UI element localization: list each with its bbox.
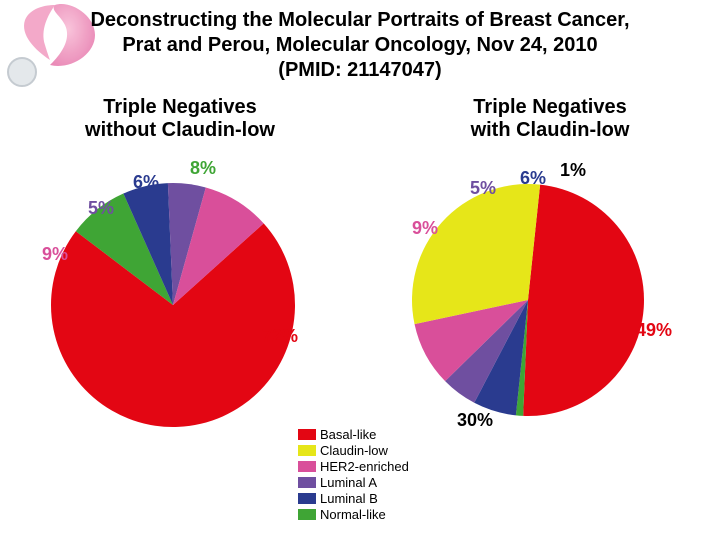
legend-label: HER2-enriched: [320, 459, 409, 474]
legend-item: Claudin-low: [298, 443, 409, 458]
pie-slice: [523, 185, 644, 416]
slice-label: 9%: [412, 218, 438, 239]
slice-label: 72%: [262, 326, 298, 347]
legend-label: Normal-like: [320, 507, 386, 522]
legend-item: HER2-enriched: [298, 459, 409, 474]
legend-swatch: [298, 429, 316, 440]
slice-label: 49%: [636, 320, 672, 341]
legend-item: Basal-like: [298, 427, 409, 442]
slice-label: 5%: [470, 178, 496, 199]
legend-item: Luminal A: [298, 475, 409, 490]
slice-label: 1%: [560, 160, 586, 181]
slice-label: 5%: [88, 198, 114, 219]
legend-item: Luminal B: [298, 491, 409, 506]
legend-label: Luminal B: [320, 491, 378, 506]
legend-label: Basal-like: [320, 427, 376, 442]
legend-label: Claudin-low: [320, 443, 388, 458]
slice-label: 6%: [520, 168, 546, 189]
slice-label: 8%: [190, 158, 216, 179]
legend-swatch: [298, 477, 316, 488]
slice-label: 6%: [133, 172, 159, 193]
legend-swatch: [298, 461, 316, 472]
legend-item: Normal-like: [298, 507, 409, 522]
slice-label: 9%: [42, 244, 68, 265]
legend-swatch: [298, 493, 316, 504]
legend-swatch: [298, 509, 316, 520]
legend-label: Luminal A: [320, 475, 377, 490]
legend: Basal-likeClaudin-lowHER2-enrichedLumina…: [298, 427, 409, 523]
legend-swatch: [298, 445, 316, 456]
slice-label: 30%: [457, 410, 493, 431]
